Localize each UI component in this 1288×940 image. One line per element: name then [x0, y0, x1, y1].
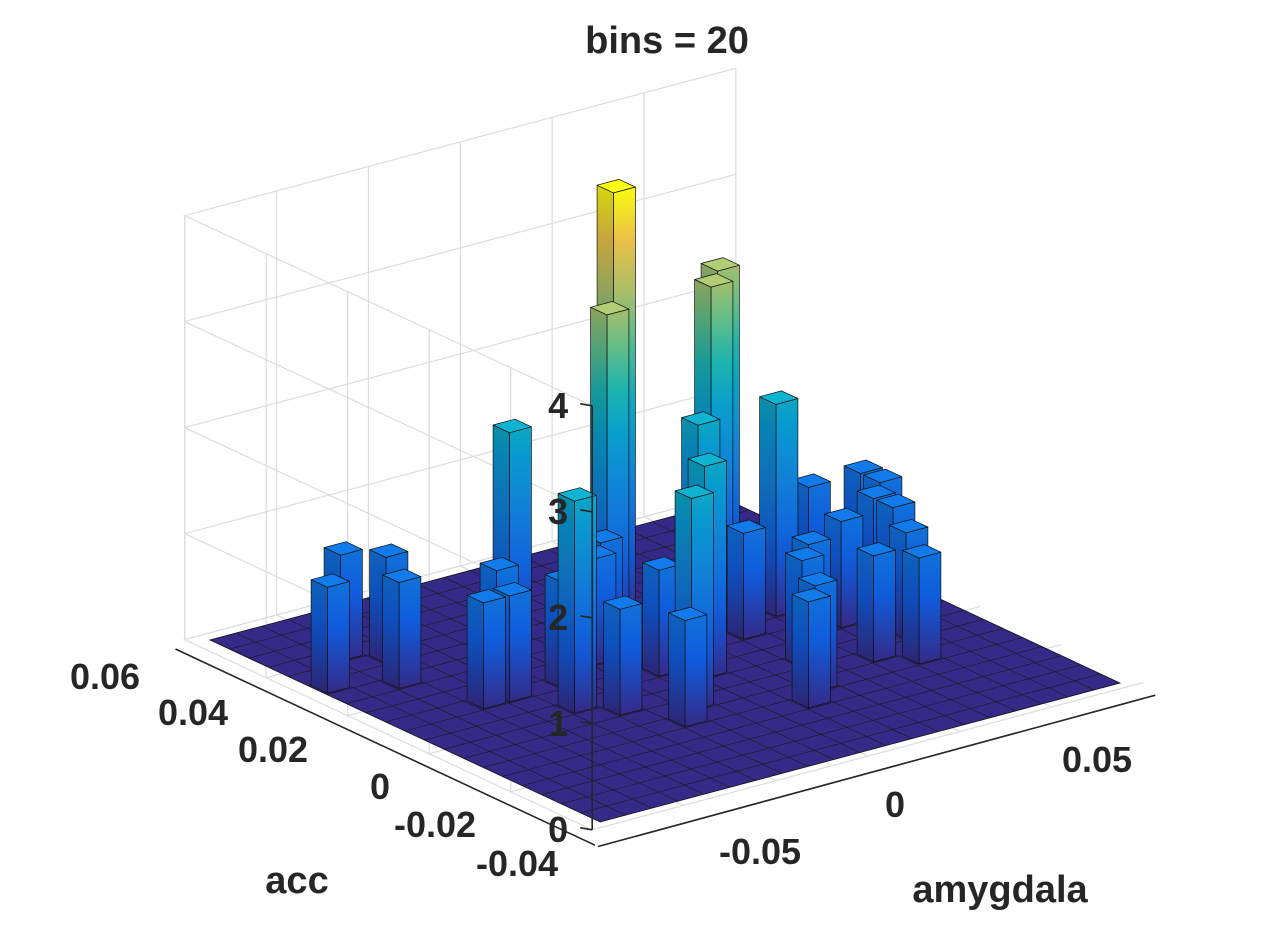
- histogram-bar: [557, 487, 597, 714]
- bar-top-face: [791, 530, 831, 545]
- bar-top-face: [902, 544, 942, 559]
- bar-top-face: [726, 519, 766, 534]
- bar-front-face: [327, 581, 350, 694]
- x-tick-label: -0.05: [719, 831, 801, 872]
- bar-top-face: [876, 493, 916, 509]
- y-tick-label: 0: [370, 766, 390, 807]
- z-tick-label: 2: [548, 597, 568, 638]
- histogram-bar: [603, 595, 643, 716]
- histogram-bar: [668, 606, 708, 727]
- histogram-bar: [310, 573, 350, 694]
- y-axis-label: acc: [265, 860, 328, 902]
- bar-side-face: [382, 574, 400, 689]
- bar-side-face: [668, 612, 686, 727]
- bar-top-face: [382, 568, 422, 583]
- bar-side-face: [791, 593, 809, 709]
- bar-side-face: [466, 594, 484, 710]
- histogram-bar: [856, 542, 896, 663]
- y-tick-label: 0.04: [158, 692, 228, 733]
- bar-top-face: [323, 541, 363, 556]
- bar-front-face: [873, 549, 896, 663]
- bar-top-face: [700, 257, 740, 272]
- z-tick-mark: [580, 509, 593, 513]
- bar-top-face: [479, 556, 519, 572]
- y-axis-line: [175, 648, 596, 846]
- histogram-bar: [466, 589, 506, 710]
- bar-side-face: [310, 579, 328, 694]
- bar-top-face: [466, 589, 506, 604]
- z-tick-mark: [580, 615, 593, 619]
- bar-front-face: [808, 595, 831, 709]
- z-tick-mark: [580, 721, 593, 725]
- chart-title: bins = 20: [585, 20, 749, 62]
- bar-front-face: [483, 596, 506, 710]
- z-tick-label: 3: [548, 491, 568, 532]
- bar-top-face: [759, 390, 799, 405]
- bar-top-face: [824, 507, 864, 522]
- bar-top-face: [791, 588, 831, 603]
- floor-gridline: [573, 542, 965, 725]
- bar-top-face: [694, 273, 734, 288]
- bar-side-face: [603, 601, 621, 716]
- bar-front-face: [684, 614, 708, 727]
- bar-top-face: [369, 543, 409, 558]
- bar-top-face: [856, 542, 896, 557]
- bar-top-face: [785, 546, 825, 562]
- histogram-bar: [382, 568, 422, 689]
- bar-front-face: [619, 603, 643, 716]
- y-tick-label: -0.04: [476, 843, 558, 884]
- z-tick-mark: [580, 827, 593, 831]
- y-tick-label: -0.02: [394, 804, 476, 845]
- bar-top-face: [596, 179, 636, 194]
- bar-top-face: [492, 418, 532, 434]
- bar-front-face: [743, 527, 766, 640]
- bar-top-face: [668, 606, 708, 621]
- bar-top-face: [798, 571, 838, 587]
- axes: [175, 403, 1156, 848]
- bar-top-face: [603, 595, 643, 610]
- histogram-bar: [791, 588, 831, 709]
- bars-layer: [310, 179, 942, 727]
- bar-top-face: [889, 519, 929, 534]
- bar-front-face: [398, 576, 422, 689]
- bar-side-face: [726, 525, 744, 640]
- bar-top-face: [590, 301, 630, 316]
- bar-top-face: [642, 556, 682, 571]
- x-axis-line: [597, 694, 1156, 848]
- bar-top-face: [843, 459, 883, 474]
- bar-top-face: [681, 411, 721, 426]
- z-tick-label: 1: [548, 703, 568, 744]
- bar-side-face: [902, 550, 920, 665]
- bar-top-face: [856, 484, 896, 499]
- z-tick-mark: [580, 403, 593, 407]
- bar-top-face: [687, 452, 727, 467]
- z-tick-label: 4: [548, 385, 568, 426]
- z-tick-label: 0: [548, 809, 568, 850]
- bar-top-face: [863, 468, 903, 483]
- bar-front-face: [918, 551, 942, 665]
- bar-front-face: [574, 494, 597, 714]
- x-tick-label: 0: [885, 784, 905, 825]
- y-tick-label: 0.02: [238, 729, 308, 770]
- histogram-bar: [902, 544, 942, 665]
- bar-front-face: [509, 589, 532, 703]
- bar-side-face: [856, 547, 874, 663]
- y-tick-label: 0.06: [70, 656, 140, 697]
- bar-side-face: [642, 562, 660, 677]
- x-axis-label: amygdala: [912, 869, 1088, 911]
- x-tick-label: 0.05: [1062, 739, 1132, 780]
- bar-top-face: [492, 582, 532, 597]
- bar-top-face: [557, 487, 597, 502]
- histogram-bar: [726, 519, 766, 640]
- bar-top-face: [674, 484, 714, 499]
- bar-top-face: [310, 573, 350, 588]
